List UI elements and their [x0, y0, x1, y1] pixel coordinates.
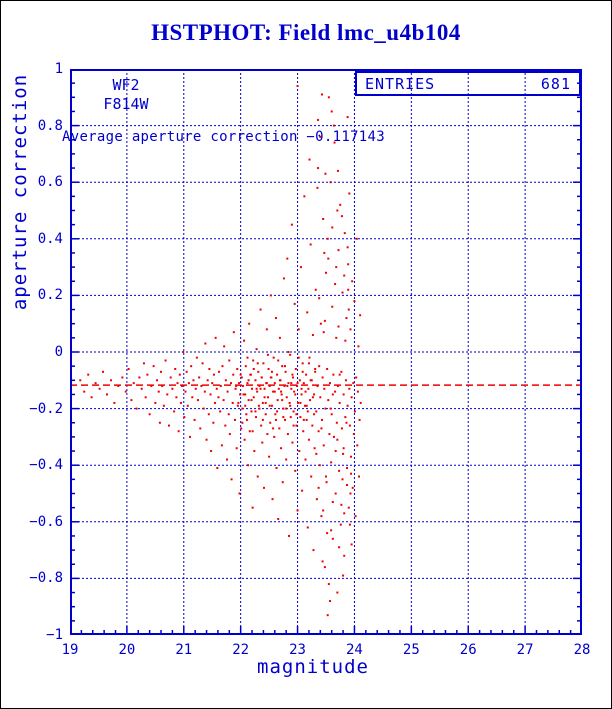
y-tick-label: 1	[54, 61, 63, 77]
y-tick-label: 0.2	[37, 287, 63, 304]
y-tick-label: −1	[46, 627, 63, 643]
detector-label: WF2	[112, 76, 140, 94]
x-axis-label: magnitude	[257, 656, 369, 678]
x-tick-label: 25	[402, 642, 420, 658]
x-tick-label: 27	[516, 642, 534, 658]
average-correction-annotation: Average aperture correction −0.117143	[62, 129, 385, 145]
y-tick-label: 0	[54, 344, 63, 360]
scatter-chart	[70, 69, 582, 635]
entries-value: 681	[540, 74, 571, 93]
x-tick-label: 26	[459, 642, 477, 658]
y-tick-label: −0.6	[29, 513, 63, 530]
y-tick-label: 0.8	[37, 117, 63, 134]
entries-box: ENTRIES 681	[355, 71, 581, 96]
chip-filter-labels: WF2 F814W	[90, 76, 162, 114]
y-tick-label: −0.4	[29, 457, 63, 474]
entries-label: ENTRIES	[365, 74, 436, 93]
plot-area	[70, 69, 582, 635]
x-tick-label: 21	[175, 642, 193, 658]
x-tick-label: 20	[118, 642, 136, 658]
x-tick-label: 24	[346, 642, 363, 658]
y-tick-label: −0.2	[29, 400, 63, 417]
x-tick-label: 28	[573, 642, 591, 658]
y-tick-label: 0.6	[37, 174, 63, 191]
filter-label: F814W	[103, 95, 149, 113]
x-tick-label: 19	[61, 642, 79, 658]
x-tick-label: 23	[289, 642, 306, 658]
y-tick-label: −0.8	[29, 570, 63, 587]
page-title: HSTPHOT: Field lmc_u4b104	[151, 20, 461, 45]
x-tick-label: 22	[232, 642, 250, 658]
y-tick-label: 0.4	[37, 230, 63, 247]
